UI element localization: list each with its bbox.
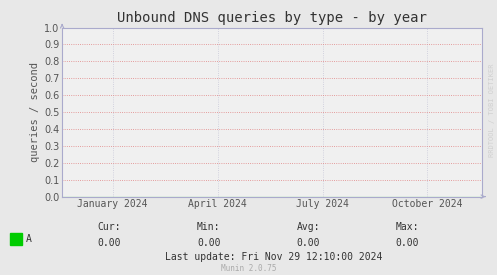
Text: Last update: Fri Nov 29 12:10:00 2024: Last update: Fri Nov 29 12:10:00 2024	[165, 252, 382, 262]
Text: Avg:: Avg:	[296, 222, 320, 232]
Text: Munin 2.0.75: Munin 2.0.75	[221, 265, 276, 273]
Text: Min:: Min:	[197, 222, 221, 232]
Title: Unbound DNS queries by type - by year: Unbound DNS queries by type - by year	[117, 11, 427, 25]
Text: Cur:: Cur:	[97, 222, 121, 232]
Y-axis label: queries / second: queries / second	[30, 62, 40, 162]
Text: 0.00: 0.00	[296, 238, 320, 248]
Text: 0.00: 0.00	[396, 238, 419, 248]
Text: 0.00: 0.00	[197, 238, 221, 248]
Text: 0.00: 0.00	[97, 238, 121, 248]
Text: A: A	[26, 234, 31, 244]
Text: Max:: Max:	[396, 222, 419, 232]
Text: RRDTOOL / TOBI OETIKER: RRDTOOL / TOBI OETIKER	[489, 63, 495, 157]
